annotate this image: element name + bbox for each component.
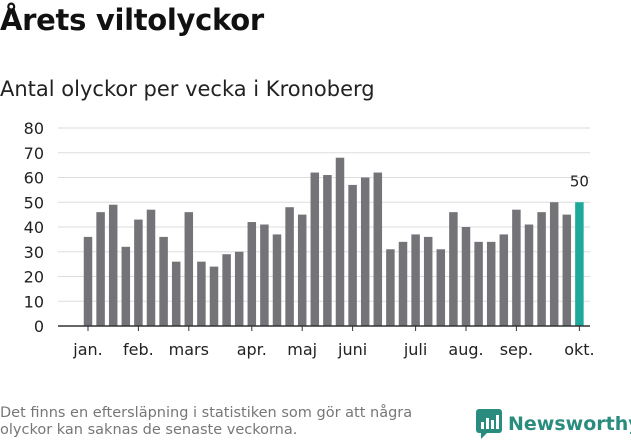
- bar: [272, 234, 282, 326]
- bar: [486, 241, 496, 326]
- bar: [247, 222, 257, 326]
- bar-chart: 0 10 20 30 40 50 60 70 80 50 jan. feb. mars apr. maj ju…: [24, 119, 595, 359]
- bar: [436, 249, 446, 326]
- bar: [96, 212, 105, 326]
- x-tick-label: mars: [169, 340, 209, 359]
- brand-logo[interactable]: Newsworthy: [476, 408, 631, 440]
- y-tick-label: 60: [24, 169, 44, 188]
- bar: [474, 241, 483, 326]
- y-tick-label: 0: [34, 317, 44, 336]
- bar: [335, 157, 345, 326]
- bar: [146, 209, 156, 326]
- x-tick-label: aug.: [448, 340, 483, 359]
- bar: [260, 224, 269, 326]
- y-tick-label: 20: [24, 268, 44, 287]
- bar: [348, 184, 357, 326]
- y-tick-label: 80: [24, 119, 44, 138]
- bar: [512, 209, 521, 326]
- x-tick-label: sep.: [500, 340, 533, 359]
- bar: [171, 261, 181, 326]
- bar: [575, 202, 584, 326]
- y-tick-label: 40: [24, 218, 44, 237]
- bar: [83, 236, 93, 326]
- bar: [310, 172, 320, 326]
- y-tick-label: 70: [24, 144, 44, 163]
- bar: [562, 214, 572, 326]
- x-tick-label: feb.: [123, 340, 154, 359]
- bar: [423, 236, 433, 326]
- bar: [159, 236, 168, 326]
- x-tick-label: juli: [403, 340, 427, 359]
- bar: [398, 241, 408, 326]
- footnote: Det finns en eftersläpning i statistiken…: [0, 405, 413, 438]
- bar: [386, 249, 395, 326]
- bar: [323, 175, 332, 326]
- chart-title: Årets viltolyckor: [0, 3, 264, 37]
- y-tick-label: 50: [24, 193, 44, 212]
- newsworthy-logo-icon: [476, 409, 502, 439]
- bar: [537, 212, 546, 326]
- bar: [285, 207, 294, 326]
- bar: [222, 254, 231, 326]
- bar: [297, 214, 307, 326]
- bar: [524, 224, 534, 326]
- bar: [209, 266, 219, 326]
- bar: [121, 246, 131, 326]
- x-tick-label: juni: [337, 340, 367, 359]
- brand-name: Newsworthy: [508, 413, 631, 435]
- chart-subtitle: Antal olyckor per vecka i Kronoberg: [0, 77, 375, 101]
- x-tick-label: apr.: [237, 340, 267, 359]
- bar: [461, 227, 471, 326]
- x-tick-label: maj: [287, 340, 317, 359]
- data-label: 50: [570, 172, 589, 190]
- x-tick-label: jan.: [72, 340, 102, 359]
- x-tick-label: okt.: [564, 340, 594, 359]
- bar: [449, 212, 458, 326]
- bar: [108, 204, 118, 326]
- bar: [549, 202, 559, 326]
- y-tick-label: 30: [24, 243, 44, 262]
- bar: [411, 234, 420, 326]
- bar: [184, 212, 194, 326]
- bar: [234, 251, 244, 326]
- bar: [197, 261, 206, 326]
- bar: [499, 234, 509, 326]
- bar: [360, 177, 370, 326]
- bar: [373, 172, 383, 326]
- bar: [134, 219, 143, 326]
- y-tick-label: 10: [24, 292, 44, 311]
